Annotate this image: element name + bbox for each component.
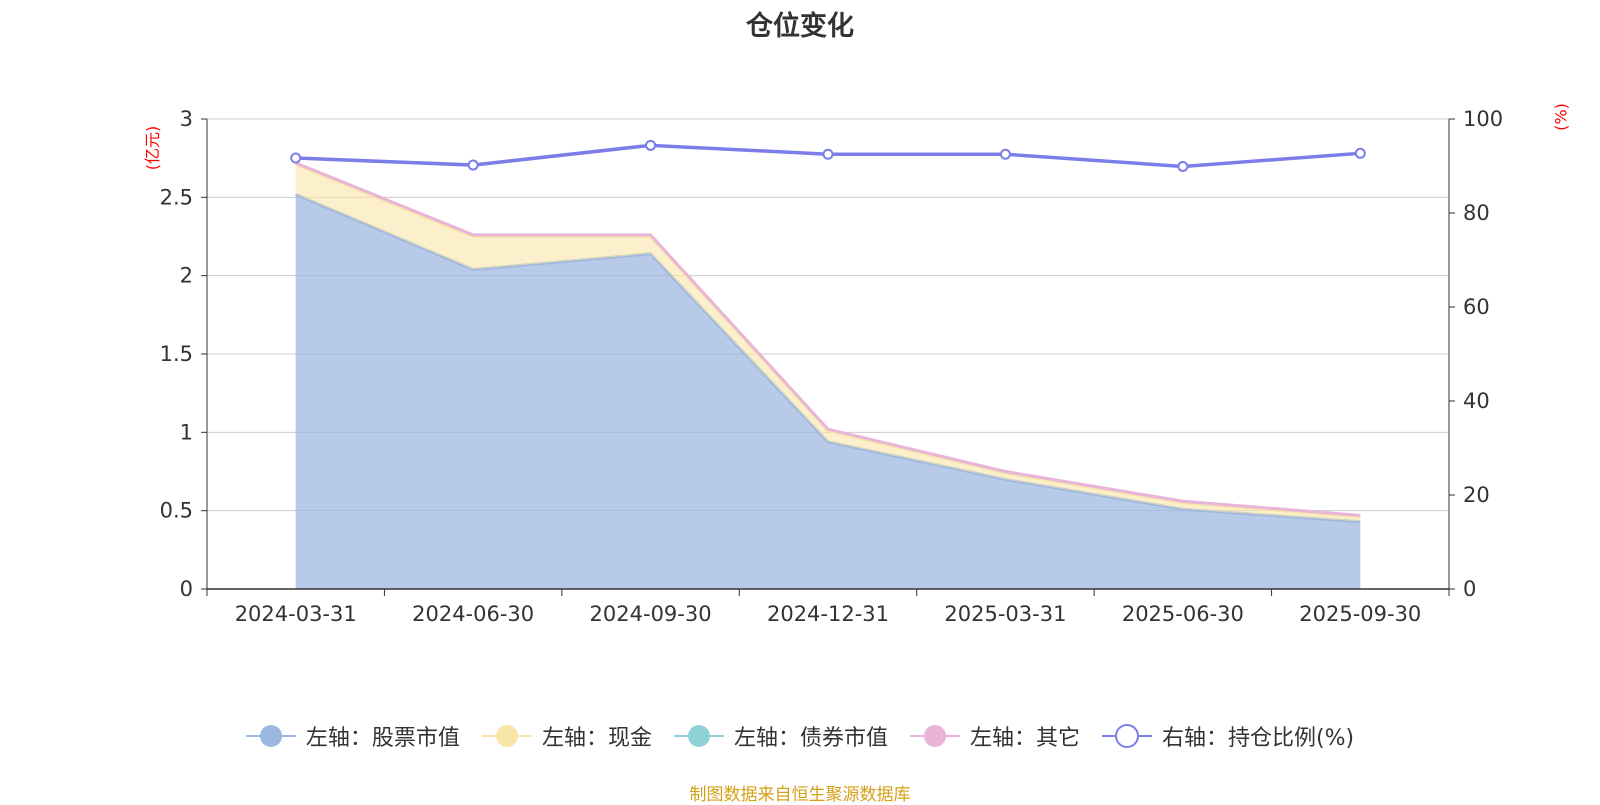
x-axis-tick-label: 2024-03-31	[235, 602, 357, 626]
legend-marker-icon	[245, 725, 296, 747]
right-axis-tick-label: 100	[1463, 107, 1503, 131]
chart-title: 仓位变化	[746, 11, 854, 42]
x-axis-tick-label: 2024-06-30	[412, 602, 534, 626]
legend-marker-icon	[909, 725, 960, 747]
left-axis-tick-label: 2	[180, 264, 193, 288]
line-point	[1354, 147, 1366, 159]
x-axis-tick-label: 2025-06-30	[1122, 602, 1244, 626]
legend-label: 右轴：持仓比例(%)	[1161, 726, 1355, 751]
x-axis-tick-label: 2025-03-31	[944, 602, 1066, 626]
line-point	[822, 148, 834, 160]
legend-item[interactable]: 右轴：持仓比例(%)	[1101, 720, 1355, 752]
left-axis-tick-label: 3	[180, 107, 193, 131]
x-axis-tick-label: 2025-09-30	[1299, 602, 1421, 626]
legend-marker-icon	[673, 725, 724, 747]
left-axis-tick-label: 0	[180, 577, 193, 601]
legend-marker-icon	[1101, 724, 1152, 748]
right-axis-tick-label: 20	[1463, 483, 1490, 507]
legend-label: 左轴：其它	[969, 726, 1080, 751]
right-axis-tick-label: 60	[1463, 295, 1490, 319]
data-source-note: 制图数据来自恒生聚源数据库	[689, 785, 911, 805]
area-1	[295, 194, 1361, 589]
legend: 左轴：股票市值 左轴：现金 左轴：债券市值 左轴：其它 右轴：持仓比例(%)	[0, 720, 1600, 752]
line-point	[1177, 160, 1189, 172]
left-axis-tick-label: 2.5	[160, 185, 193, 209]
legend-item[interactable]: 左轴：其它	[909, 720, 1080, 752]
legend-marker-icon	[481, 725, 532, 747]
legend-label: 左轴：股票市值	[305, 726, 460, 751]
area-2	[295, 164, 1361, 522]
left-axis-tick-label: 1.5	[160, 342, 193, 366]
line-point	[999, 148, 1011, 160]
line-point	[467, 159, 479, 171]
legend-item[interactable]: 左轴：现金	[481, 720, 652, 752]
right-axis-tick-label: 80	[1463, 201, 1490, 225]
left-axis-tick-label: 1	[180, 420, 193, 444]
legend-item[interactable]: 左轴：债券市值	[673, 720, 888, 752]
legend-item[interactable]: 左轴：股票市值	[245, 720, 460, 752]
right-axis-tick-label: 0	[1463, 577, 1476, 601]
x-axis-tick-label: 2024-12-31	[767, 602, 889, 626]
area-line-4	[295, 161, 1361, 517]
left-axis-tick-label: 0.5	[160, 499, 193, 523]
legend-label: 左轴：现金	[541, 726, 652, 751]
right-axis-tick-label: 40	[1463, 389, 1490, 413]
x-axis-tick-label: 2024-09-30	[590, 602, 712, 626]
line-point	[645, 139, 657, 151]
legend-label: 左轴：债券市值	[733, 726, 888, 751]
plot-area: 0 0.5 1 1.5 2 2.5 3 0 20 40 60 80 100 2024-03-31 2024-…	[160, 107, 1504, 626]
line-point	[290, 152, 302, 164]
